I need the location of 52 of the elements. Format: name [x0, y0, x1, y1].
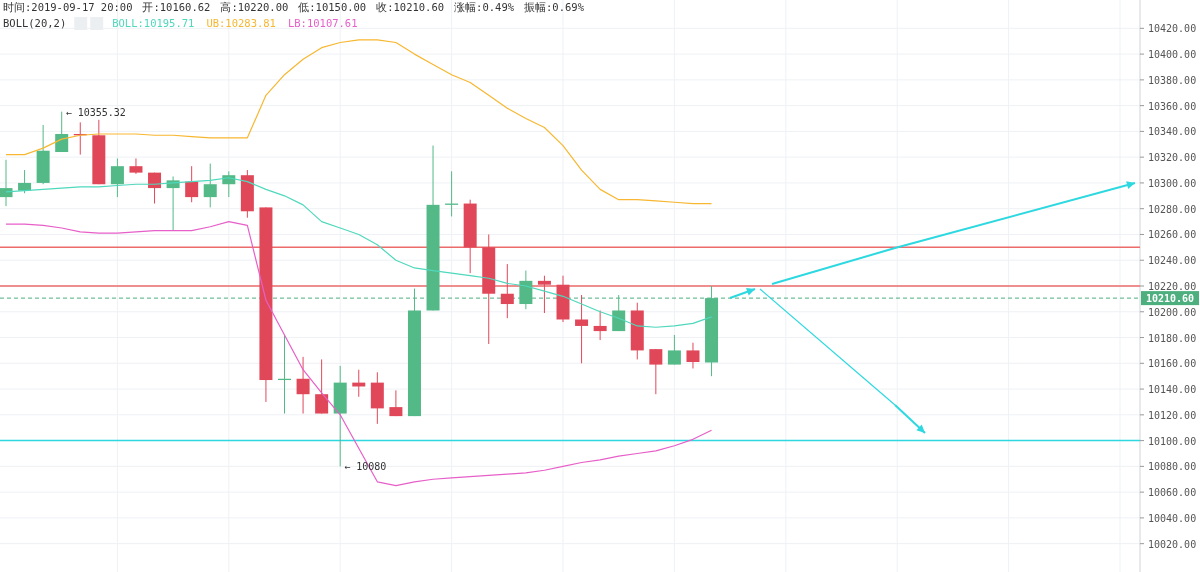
annotation: 涨幅:0.49% [454, 1, 515, 13]
y-tick-label: 10340.00 [1148, 126, 1197, 138]
y-tick-label: 10280.00 [1148, 203, 1197, 215]
candlestick [110, 157, 124, 198]
y-tick-label: 10120.00 [1148, 409, 1197, 421]
y-tick-label: 10260.00 [1148, 229, 1197, 241]
candlestick [129, 157, 143, 175]
candlestick [389, 389, 403, 417]
annotation: 时间:2019-09-17 20:00 [3, 1, 133, 13]
y-tick-label: 10080.00 [1148, 461, 1197, 473]
candlestick [296, 356, 310, 415]
y-tick-label: 10200.00 [1148, 306, 1197, 318]
y-tick-label: 10100.00 [1148, 435, 1197, 447]
annotation: 开:10160.62 [142, 1, 211, 13]
annotation: ← 10355.32 [65, 106, 126, 118]
y-tick-label: 10380.00 [1148, 74, 1197, 86]
text: UB:10283.81 [206, 17, 276, 29]
candlestick [686, 342, 700, 369]
line-series [5, 39, 713, 205]
annotation: 高:10220.00 [220, 1, 289, 13]
y-tick-label: 10240.00 [1148, 255, 1197, 267]
text: BOLL:10195.71 [112, 17, 195, 29]
y-tick-label: 10180.00 [1148, 332, 1197, 344]
annotation: 低:10150.00 [298, 1, 367, 13]
line-series [5, 220, 713, 487]
text: LB:10107.61 [287, 17, 358, 29]
annotation: BOLL(20,2) [3, 17, 67, 29]
annotation: 收:10210.60 [376, 1, 445, 13]
y-tick-label: 10020.00 [1148, 538, 1197, 550]
candlestick [537, 275, 551, 314]
candlestick [575, 294, 589, 364]
y-tick-label: 10320.00 [1148, 152, 1197, 164]
y-tick-label: 10040.00 [1148, 512, 1197, 524]
y-tick-label: 10220.00 [1148, 281, 1197, 292]
candlestick [0, 159, 13, 207]
candlestick [667, 334, 681, 366]
annotation: ← 10080 [344, 461, 387, 473]
candlestick [203, 163, 217, 208]
y-tick-label: 10400.00 [1148, 49, 1197, 61]
candlestick [593, 309, 607, 341]
candlestick [649, 348, 663, 395]
y-tick-label: 10420.00 [1148, 23, 1197, 35]
candlestick [185, 165, 199, 203]
ref-line-label: 10210.60 [1145, 293, 1195, 305]
annotation: 振幅:0.69% [524, 1, 585, 13]
y-tick-label: 10140.00 [1148, 384, 1197, 396]
y-tick-label: 10060.00 [1148, 487, 1197, 499]
y-tick-label: 10300.00 [1148, 177, 1197, 189]
y-tick-label: 10160.00 [1148, 358, 1197, 370]
candlestick [315, 358, 329, 415]
candlestick [500, 263, 514, 319]
y-tick-label: 10360.00 [1148, 100, 1197, 112]
